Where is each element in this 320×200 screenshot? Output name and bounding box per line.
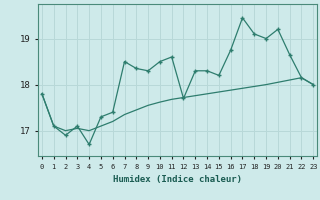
- X-axis label: Humidex (Indice chaleur): Humidex (Indice chaleur): [113, 175, 242, 184]
